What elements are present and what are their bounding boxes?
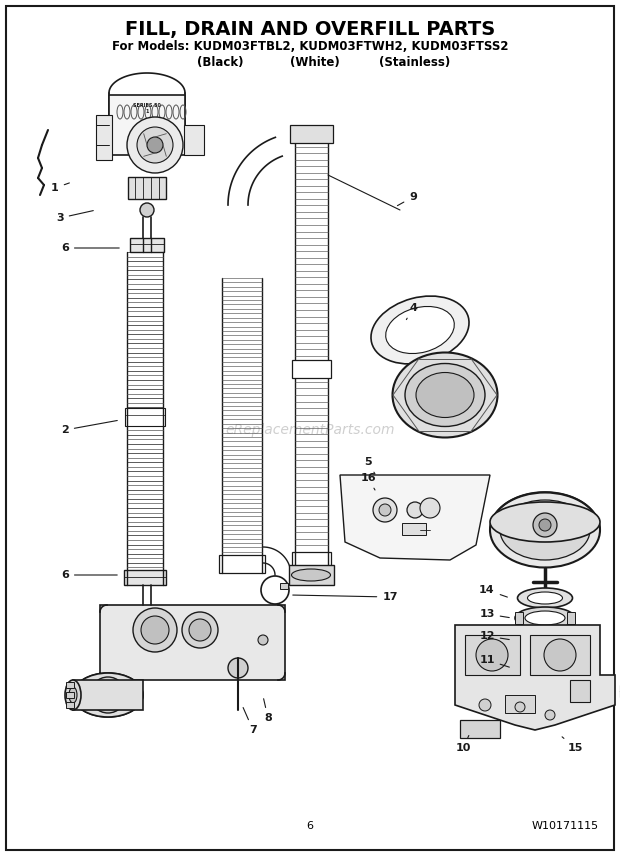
Polygon shape bbox=[340, 475, 490, 560]
Text: SERIES 50
1: SERIES 50 1 bbox=[133, 103, 161, 114]
Text: 13: 13 bbox=[479, 609, 509, 619]
Ellipse shape bbox=[518, 588, 572, 608]
Circle shape bbox=[515, 702, 525, 712]
Circle shape bbox=[133, 608, 177, 652]
Circle shape bbox=[90, 677, 126, 713]
Bar bbox=[66, 692, 74, 698]
Ellipse shape bbox=[371, 296, 469, 364]
Bar bbox=[66, 682, 74, 688]
Circle shape bbox=[104, 691, 112, 699]
Circle shape bbox=[545, 710, 555, 720]
Text: 5: 5 bbox=[364, 457, 375, 474]
Text: 17: 17 bbox=[293, 592, 398, 602]
Circle shape bbox=[420, 498, 440, 518]
Text: FILL, DRAIN AND OVERFILL PARTS: FILL, DRAIN AND OVERFILL PARTS bbox=[125, 20, 495, 39]
Circle shape bbox=[379, 504, 391, 516]
Ellipse shape bbox=[525, 611, 565, 625]
Bar bbox=[289, 565, 334, 585]
Text: 14: 14 bbox=[479, 585, 507, 597]
Circle shape bbox=[476, 639, 508, 671]
Text: 2: 2 bbox=[61, 420, 117, 435]
Bar bbox=[124, 570, 166, 585]
Bar bbox=[465, 635, 520, 675]
Text: 12: 12 bbox=[479, 631, 509, 641]
Text: 4: 4 bbox=[406, 303, 417, 319]
Bar bbox=[66, 702, 74, 708]
Circle shape bbox=[147, 137, 163, 153]
Bar bbox=[292, 360, 331, 378]
Bar bbox=[530, 635, 590, 675]
Text: 8: 8 bbox=[264, 698, 272, 723]
Ellipse shape bbox=[69, 687, 77, 703]
Circle shape bbox=[137, 127, 173, 163]
Bar bbox=[130, 238, 164, 252]
Bar bbox=[292, 552, 331, 570]
Bar bbox=[109, 95, 185, 155]
Circle shape bbox=[189, 619, 211, 641]
Text: (Black): (Black) bbox=[197, 56, 243, 69]
Ellipse shape bbox=[515, 607, 575, 629]
Circle shape bbox=[141, 616, 169, 644]
Bar bbox=[567, 612, 575, 624]
Text: 6: 6 bbox=[61, 243, 119, 253]
Text: 3: 3 bbox=[56, 211, 93, 223]
Ellipse shape bbox=[291, 569, 330, 581]
Bar bbox=[515, 612, 523, 624]
Bar bbox=[505, 695, 535, 713]
Bar bbox=[219, 555, 265, 573]
Bar bbox=[96, 115, 112, 160]
Circle shape bbox=[544, 639, 576, 671]
Bar bbox=[184, 125, 204, 155]
Text: 10: 10 bbox=[455, 735, 471, 753]
Circle shape bbox=[127, 117, 183, 173]
Circle shape bbox=[527, 670, 563, 706]
Text: eReplacementParts.com: eReplacementParts.com bbox=[225, 423, 395, 437]
Ellipse shape bbox=[490, 492, 600, 568]
Ellipse shape bbox=[405, 364, 485, 426]
Polygon shape bbox=[455, 625, 615, 730]
Bar bbox=[100, 605, 285, 680]
Text: 11: 11 bbox=[479, 655, 510, 667]
Text: 1: 1 bbox=[51, 183, 69, 193]
Circle shape bbox=[373, 498, 397, 522]
Ellipse shape bbox=[500, 500, 590, 560]
Circle shape bbox=[479, 699, 491, 711]
Text: 6: 6 bbox=[306, 821, 314, 831]
Circle shape bbox=[539, 519, 551, 531]
Ellipse shape bbox=[73, 673, 143, 717]
Text: (Stainless): (Stainless) bbox=[379, 56, 451, 69]
Circle shape bbox=[533, 513, 557, 537]
Ellipse shape bbox=[65, 680, 81, 710]
Ellipse shape bbox=[392, 353, 497, 437]
Circle shape bbox=[182, 612, 218, 648]
Ellipse shape bbox=[513, 630, 577, 650]
Ellipse shape bbox=[416, 372, 474, 418]
Circle shape bbox=[535, 678, 555, 698]
Circle shape bbox=[98, 685, 118, 705]
Text: For Models: KUDM03FTBL2, KUDM03FTWH2, KUDM03FTSS2: For Models: KUDM03FTBL2, KUDM03FTWH2, KU… bbox=[112, 40, 508, 53]
Bar bbox=[460, 720, 500, 738]
Ellipse shape bbox=[523, 633, 567, 646]
Bar bbox=[290, 125, 333, 143]
Ellipse shape bbox=[490, 502, 600, 542]
Bar bbox=[128, 177, 166, 199]
Circle shape bbox=[140, 203, 154, 217]
Circle shape bbox=[258, 635, 268, 645]
Text: W10171115: W10171115 bbox=[531, 821, 598, 831]
Ellipse shape bbox=[386, 306, 454, 354]
Text: 9: 9 bbox=[397, 192, 417, 205]
Text: 15: 15 bbox=[562, 737, 583, 753]
Text: (White): (White) bbox=[290, 56, 340, 69]
Circle shape bbox=[407, 502, 423, 518]
Text: 6: 6 bbox=[61, 570, 117, 580]
Bar bbox=[570, 680, 590, 702]
Bar bbox=[280, 583, 288, 589]
Ellipse shape bbox=[528, 592, 562, 604]
Text: 7: 7 bbox=[243, 708, 257, 735]
Bar bbox=[125, 408, 165, 426]
Bar bbox=[73, 680, 143, 710]
Circle shape bbox=[228, 658, 248, 678]
Text: 16: 16 bbox=[360, 473, 376, 490]
Bar bbox=[402, 523, 426, 535]
